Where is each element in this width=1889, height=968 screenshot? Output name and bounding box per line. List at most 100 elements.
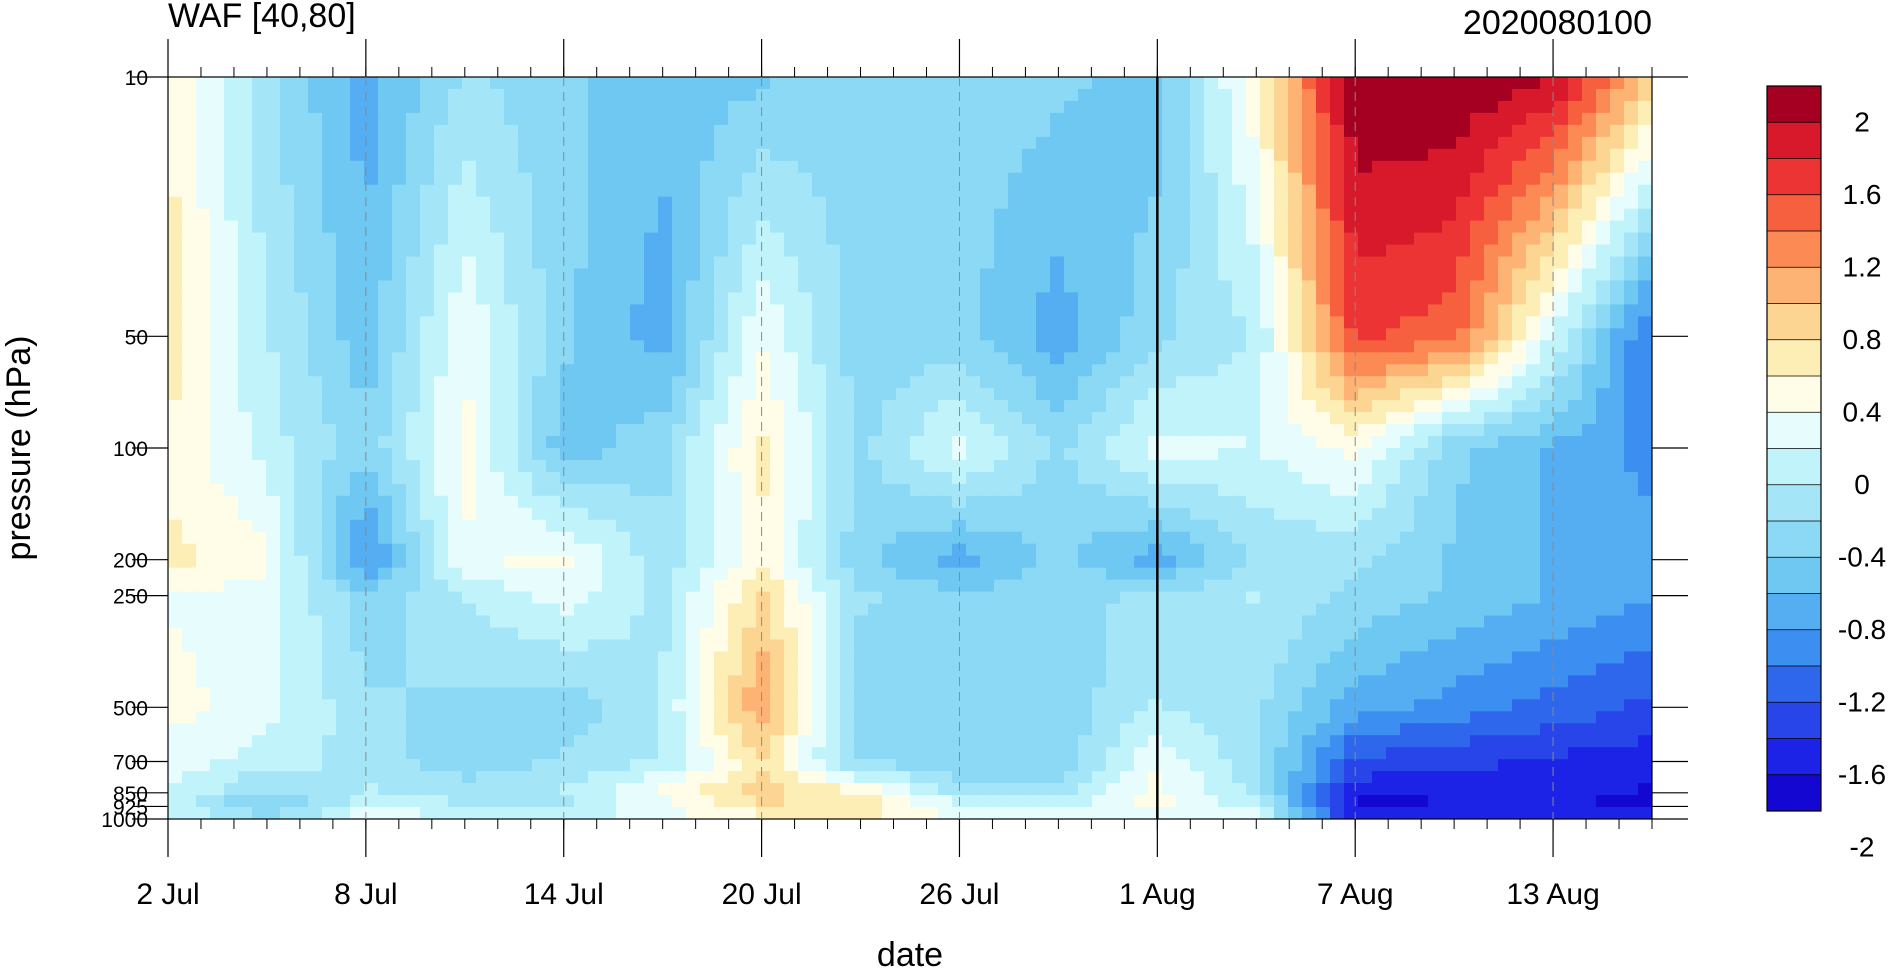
contour-cell xyxy=(574,531,589,545)
contour-cell xyxy=(1624,232,1639,246)
contour-cell xyxy=(784,591,799,605)
contour-cell xyxy=(616,268,631,282)
contour-cell xyxy=(560,543,575,557)
contour-cell xyxy=(784,436,799,449)
contour-cell xyxy=(644,615,659,629)
contour-cell xyxy=(1386,112,1401,126)
contour-cell xyxy=(1372,124,1387,138)
contour-cell xyxy=(770,292,785,305)
contour-cell xyxy=(882,340,897,353)
contour-cell xyxy=(700,328,715,341)
contour-cell xyxy=(476,400,491,413)
contour-cell xyxy=(322,100,337,114)
contour-cell xyxy=(700,495,715,509)
contour-cell xyxy=(1148,352,1163,365)
contour-cell xyxy=(798,256,813,270)
contour-cell xyxy=(1316,615,1331,629)
contour-cell xyxy=(1148,448,1163,461)
contour-cell xyxy=(574,196,589,210)
contour-cell xyxy=(714,567,729,581)
contour-cell xyxy=(1288,424,1303,437)
contour-cell xyxy=(1344,124,1359,138)
contour-cell xyxy=(644,567,659,581)
contour-cell xyxy=(1204,304,1219,317)
contour-cell xyxy=(1288,567,1303,581)
contour-cell xyxy=(686,531,701,545)
contour-cell xyxy=(392,232,407,246)
contour-cell xyxy=(252,555,267,569)
contour-cell xyxy=(238,471,253,485)
contour-cell xyxy=(630,459,645,473)
contour-cell xyxy=(1092,172,1107,186)
contour-cell xyxy=(546,627,561,641)
contour-cell xyxy=(1162,268,1177,282)
contour-cell xyxy=(938,376,953,389)
contour-cell xyxy=(1428,376,1443,389)
contour-cell xyxy=(336,172,351,186)
contour-cell xyxy=(182,232,197,246)
contour-cell xyxy=(672,615,687,629)
contour-cell xyxy=(700,136,715,150)
contour-cell xyxy=(1078,459,1093,473)
contour-cell xyxy=(1022,316,1037,329)
contour-cell xyxy=(1414,196,1429,210)
contour-cell xyxy=(392,615,407,629)
contour-cell xyxy=(770,531,785,545)
contour-cell xyxy=(1540,304,1555,317)
contour-cell xyxy=(1596,136,1611,150)
contour-cell xyxy=(1204,172,1219,186)
contour-cell xyxy=(728,352,743,365)
contour-cell xyxy=(308,304,323,317)
contour-cell xyxy=(1344,328,1359,341)
contour-cell xyxy=(1064,507,1079,521)
contour-cell xyxy=(1456,256,1471,270)
contour-cell xyxy=(210,388,225,401)
contour-cell xyxy=(1260,172,1275,186)
contour-cell xyxy=(714,148,729,162)
contour-cell xyxy=(1596,448,1611,461)
contour-cell xyxy=(826,495,841,509)
contour-cell xyxy=(812,507,827,521)
contour-cell xyxy=(560,280,575,294)
contour-cell xyxy=(1554,244,1569,258)
contour-cell xyxy=(812,483,827,497)
contour-cell xyxy=(910,268,925,282)
contour-cell xyxy=(1134,244,1149,258)
contour-cell xyxy=(210,412,225,425)
contour-cell xyxy=(630,172,645,186)
contour-cell xyxy=(1162,172,1177,186)
contour-cell xyxy=(406,352,421,365)
contour-cell xyxy=(1442,184,1457,198)
contour-cell xyxy=(574,615,589,629)
contour-cell xyxy=(336,591,351,605)
contour-cell xyxy=(1554,364,1569,377)
contour-cell xyxy=(672,376,687,389)
contour-cell xyxy=(1330,412,1345,425)
contour-cell xyxy=(882,436,897,449)
contour-cell xyxy=(266,400,281,413)
contour-cell xyxy=(1302,184,1317,198)
contour-cell xyxy=(1484,388,1499,401)
contour-cell xyxy=(1498,196,1513,210)
contour-cell xyxy=(574,627,589,641)
contour-cell xyxy=(1498,459,1513,473)
contour-cell xyxy=(560,208,575,222)
contour-cell xyxy=(1414,615,1429,629)
contour-cell xyxy=(1274,412,1289,425)
contour-cell xyxy=(924,100,939,114)
contour-cell xyxy=(266,627,281,641)
contour-cell xyxy=(308,340,323,353)
contour-cell xyxy=(350,495,365,509)
contour-cell xyxy=(658,352,673,365)
contour-cell xyxy=(1484,88,1499,102)
contour-cell xyxy=(434,196,449,210)
contour-cell xyxy=(420,519,435,533)
contour-cell xyxy=(602,220,617,234)
contour-cell xyxy=(266,495,281,509)
contour-cell xyxy=(1526,352,1541,365)
contour-cell xyxy=(896,495,911,509)
contour-cell xyxy=(672,77,687,90)
contour-cell xyxy=(896,436,911,449)
contour-cell xyxy=(406,519,421,533)
contour-cell xyxy=(560,352,575,365)
